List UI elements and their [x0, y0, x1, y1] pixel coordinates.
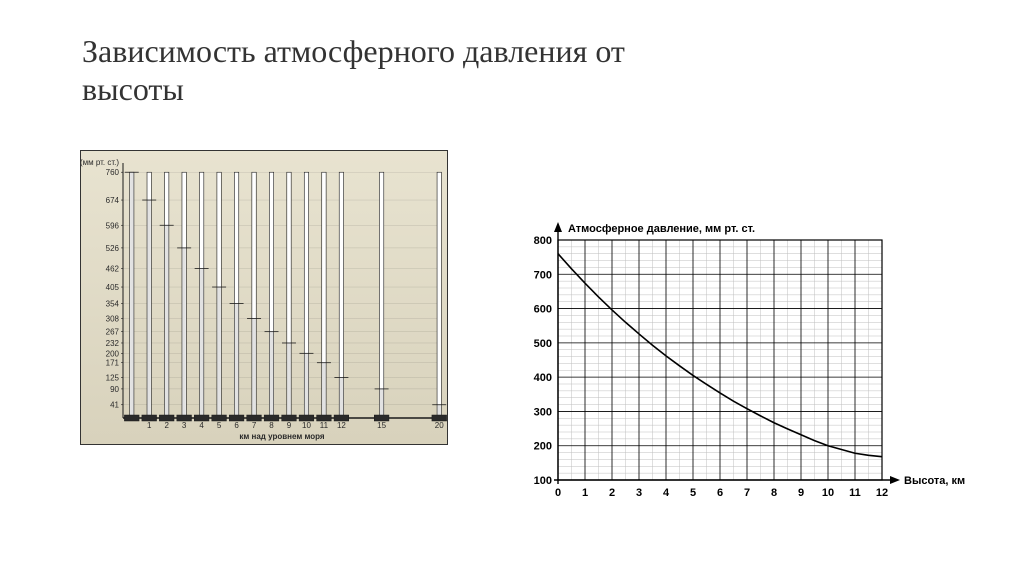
svg-text:3: 3: [182, 421, 187, 430]
svg-text:7: 7: [252, 421, 257, 430]
svg-text:596: 596: [106, 221, 120, 230]
svg-text:5: 5: [217, 421, 222, 430]
title-line-2: высоты: [82, 71, 184, 107]
svg-text:500: 500: [534, 338, 552, 350]
svg-text:125: 125: [106, 374, 120, 383]
svg-text:300: 300: [534, 406, 552, 418]
svg-text:10: 10: [822, 487, 834, 499]
svg-text:41: 41: [110, 401, 119, 410]
svg-text:171: 171: [106, 359, 120, 368]
svg-text:5: 5: [690, 487, 696, 499]
svg-text:7: 7: [744, 487, 750, 499]
svg-text:2: 2: [164, 421, 169, 430]
svg-text:3: 3: [636, 487, 642, 499]
svg-text:8: 8: [269, 421, 274, 430]
svg-text:9: 9: [287, 421, 292, 430]
svg-text:1: 1: [147, 421, 152, 430]
svg-text:90: 90: [110, 385, 119, 394]
svg-text:9: 9: [798, 487, 804, 499]
svg-text:526: 526: [106, 244, 120, 253]
svg-text:8: 8: [771, 487, 777, 499]
svg-text:600: 600: [534, 304, 552, 316]
page-title: Зависимость атмосферного давления от выс…: [82, 32, 625, 109]
svg-text:308: 308: [106, 314, 120, 323]
svg-text:267: 267: [106, 328, 120, 337]
svg-text:11: 11: [849, 487, 861, 499]
svg-text:200: 200: [106, 349, 120, 358]
svg-text:Высота, км: Высота, км: [904, 475, 965, 487]
svg-text:100: 100: [534, 475, 552, 487]
right-chart-pressure-height: 0123456789101112100200300400500600700800…: [516, 214, 966, 514]
svg-text:354: 354: [106, 300, 120, 309]
svg-text:20: 20: [435, 421, 444, 430]
svg-text:км над уровнем моря: км над уровнем моря: [239, 432, 325, 441]
svg-text:12: 12: [876, 487, 888, 499]
svg-text:700: 700: [534, 269, 552, 281]
svg-text:200: 200: [534, 441, 552, 453]
svg-text:(мм рт. ст.): (мм рт. ст.): [81, 158, 119, 167]
svg-text:15: 15: [377, 421, 386, 430]
svg-text:Атмосферное давление, мм рт. с: Атмосферное давление, мм рт. ст.: [568, 223, 755, 235]
svg-text:12: 12: [337, 421, 346, 430]
svg-text:760: 760: [106, 168, 120, 177]
svg-text:405: 405: [106, 283, 120, 292]
svg-text:6: 6: [234, 421, 239, 430]
svg-text:4: 4: [199, 421, 204, 430]
svg-text:800: 800: [534, 235, 552, 247]
left-chart-barometric-tubes: 4190125171200232267308354405462526596674…: [80, 150, 448, 445]
svg-text:0: 0: [555, 487, 561, 499]
svg-text:674: 674: [106, 196, 120, 205]
svg-text:6: 6: [717, 487, 723, 499]
title-line-1: Зависимость атмосферного давления от: [82, 33, 625, 69]
svg-text:232: 232: [106, 339, 120, 348]
svg-text:1: 1: [582, 487, 588, 499]
svg-text:11: 11: [320, 421, 329, 430]
svg-text:10: 10: [302, 421, 311, 430]
svg-text:400: 400: [534, 372, 552, 384]
svg-text:4: 4: [663, 487, 670, 499]
svg-text:462: 462: [106, 265, 120, 274]
svg-text:2: 2: [609, 487, 615, 499]
